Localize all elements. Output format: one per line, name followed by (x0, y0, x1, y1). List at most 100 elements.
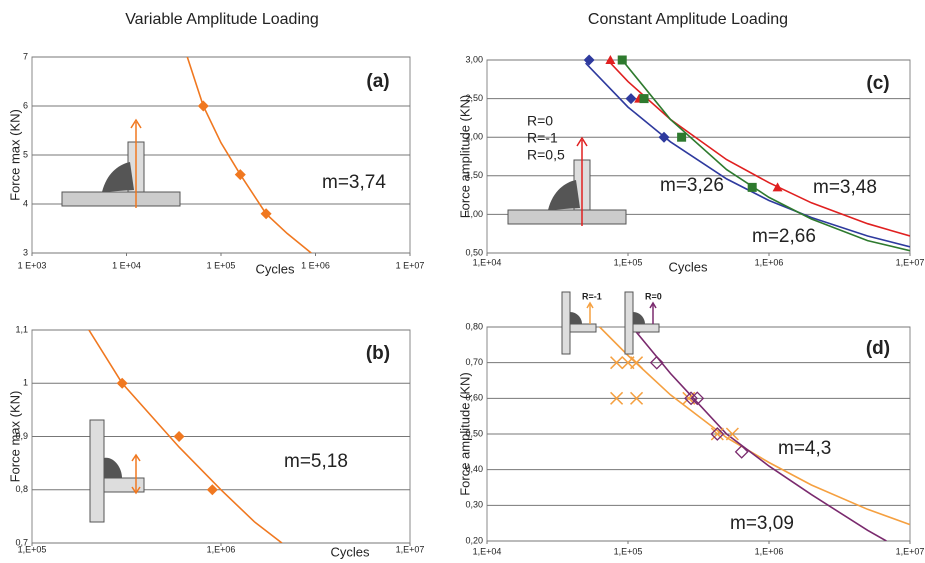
y-tick-label: 2,00 (465, 132, 483, 142)
inset-label: R=0 (645, 291, 662, 301)
chart-panel: 3 4 5 6 7 1 E+03 1 E+04 1 E+05 1 E+06 1 E+07 Cycle… (7, 51, 424, 276)
y-tick-label: 0,40 (465, 464, 483, 474)
fit-curve (88, 330, 283, 543)
data-point (116, 377, 128, 389)
x-tick-label: 1,E+04 (473, 257, 502, 267)
weld (102, 162, 134, 192)
stem (624, 291, 634, 355)
x-axis-label: Cycles (668, 259, 708, 274)
y-axis-label: Force max (KN) (7, 109, 22, 201)
data-point (610, 391, 624, 405)
data-point (734, 444, 749, 459)
y-tick-label: 3,00 (465, 54, 483, 64)
specimen-sketch (61, 118, 181, 208)
plate (507, 209, 627, 225)
y-axis-label: Force amplitude (KN) (457, 372, 472, 496)
slope-annotation: m=5,18 (284, 451, 348, 472)
y-tick-label: 0,30 (465, 500, 483, 510)
legend-entry: R=0 (527, 113, 553, 129)
y-tick-label: 0,80 (465, 321, 483, 331)
y-axis-label: Force max (KN) (7, 391, 22, 483)
data-point (677, 132, 687, 142)
x-tick-label: 1,E+06 (755, 257, 784, 267)
data-point (260, 208, 272, 220)
plate (569, 323, 597, 333)
x-tick-label: 1 E+05 (207, 260, 236, 270)
y-axis-label: Force amplitude (KN) (457, 95, 472, 219)
plate (61, 191, 181, 207)
y-tick-label: 2,50 (465, 93, 483, 103)
y-tick-label: 0,20 (465, 535, 483, 545)
x-tick-label: 1,E+04 (473, 546, 502, 556)
specimen-sketch (561, 291, 597, 355)
y-tick-label: 0,9 (15, 431, 28, 441)
stem (89, 419, 105, 523)
slope-annotation: m=3,74 (322, 172, 386, 193)
y-tick-label: 6 (23, 100, 28, 110)
chart-panel: 0,50 1,00 1,50 2,00 2,50 3,00 1,E+04 1,E+05 1,E+… (457, 54, 924, 274)
y-tick-label: 1 (23, 378, 28, 388)
specimen-sketch (507, 136, 627, 226)
panel-label: (b) (366, 343, 390, 364)
x-tick-label: 1 E+07 (396, 260, 425, 270)
y-tick-label: 0,50 (465, 428, 483, 438)
x-tick-label: 1,E+05 (614, 257, 643, 267)
x-tick-label: 1,E+06 (207, 544, 236, 554)
legend-entry: R=0,5 (527, 147, 565, 163)
y-tick-label: 7 (23, 51, 28, 61)
data-point (710, 427, 725, 441)
data-point (173, 431, 185, 442)
y-tick-label: 1,00 (465, 209, 483, 219)
y-tick-label: 0,50 (465, 247, 483, 257)
y-tick-label: 1,50 (465, 170, 483, 180)
y-tick-label: 3 (23, 247, 28, 257)
y-tick-label: 4 (23, 198, 28, 208)
data-point (639, 94, 649, 104)
weld (570, 312, 582, 324)
x-tick-label: 1,E+07 (896, 546, 925, 556)
fit-curve (606, 60, 910, 237)
arrow-head (649, 301, 657, 309)
y-tick-label: 0,70 (465, 357, 483, 367)
x-tick-label: 1,E+06 (755, 546, 784, 556)
specimen-sketch (89, 419, 145, 523)
chart-panel: 0,7 0,8 0,9 1 1,1 1,E+05 1,E+06 1,E+07 Cycles For… (7, 324, 424, 559)
fit-curve (631, 327, 887, 541)
y-tick-label: 0,8 (15, 484, 28, 494)
stem (561, 291, 571, 355)
arrow-head (586, 301, 594, 309)
data-point (617, 55, 627, 65)
y-tick-label: 0,60 (465, 393, 483, 403)
data-point (625, 93, 637, 105)
plate (632, 323, 660, 333)
fit-curve (621, 60, 910, 252)
weld (104, 457, 122, 478)
panel-label: (d) (866, 338, 890, 359)
data-point (605, 55, 616, 64)
slope-annotation: m=4,3 (778, 438, 831, 459)
data-point (684, 391, 698, 406)
inset-label: R=-1 (582, 291, 602, 301)
y-tick-label: 5 (23, 149, 28, 159)
x-tick-label: 1,E+05 (614, 546, 643, 556)
header-left: Variable Amplitude Loading (125, 11, 319, 28)
slope-annotation: m=3,48 (813, 177, 877, 198)
y-tick-label: 0,7 (15, 537, 28, 547)
data-point (630, 356, 644, 370)
x-tick-label: 1 E+03 (18, 260, 47, 270)
x-tick-label: 1 E+06 (301, 260, 330, 270)
x-axis-label: Cycles (255, 261, 295, 276)
data-point (583, 54, 595, 66)
x-tick-label: 1,E+05 (18, 544, 47, 554)
data-point (710, 427, 724, 441)
arrow-head (131, 453, 141, 495)
slope-annotation: m=3,09 (730, 513, 794, 534)
header-right: Constant Amplitude Loading (588, 11, 788, 28)
data-point (234, 169, 246, 181)
legend-entry: R=-1 (527, 130, 558, 146)
weld (633, 312, 645, 324)
x-tick-label: 1,E+07 (396, 544, 425, 554)
data-point (630, 391, 644, 405)
data-point (610, 356, 624, 370)
